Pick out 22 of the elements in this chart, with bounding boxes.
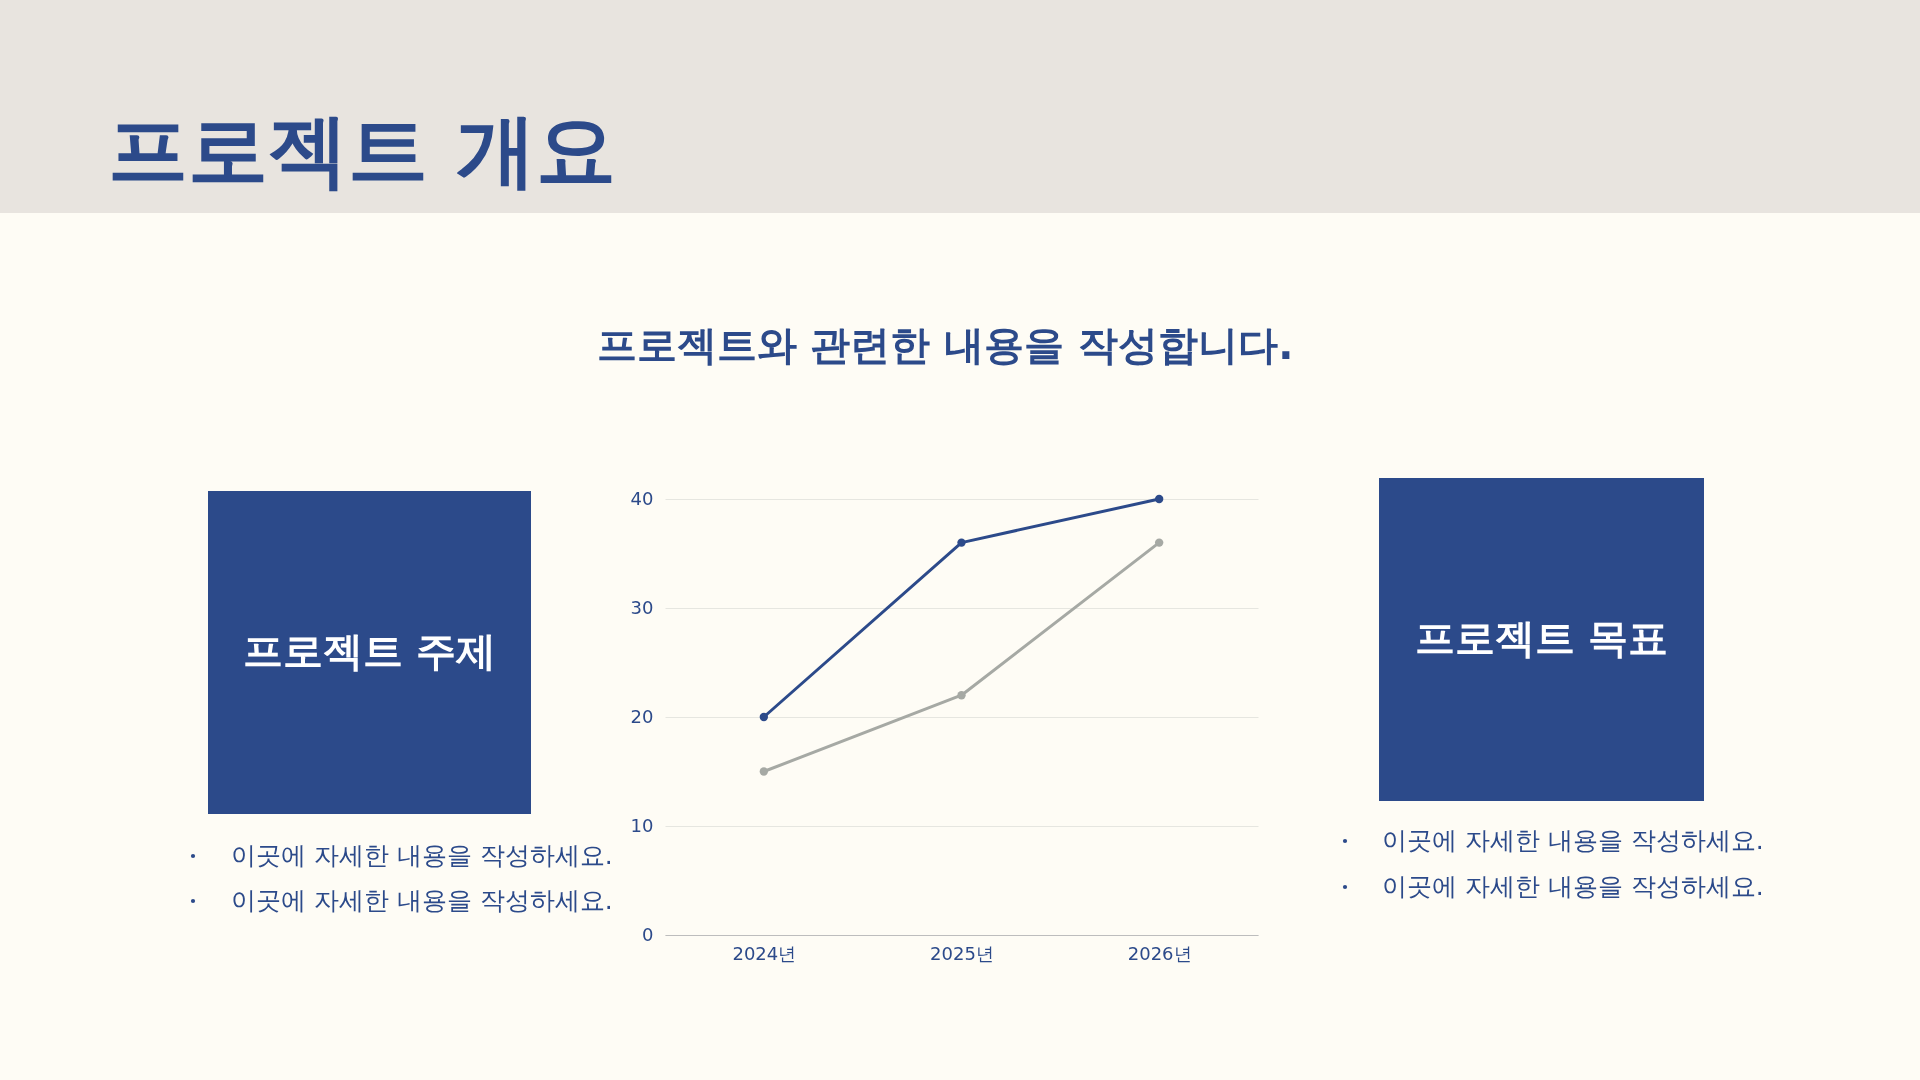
point [759, 712, 769, 722]
text: 프로젝트 개요 [108, 104, 616, 197]
point [1154, 494, 1164, 504]
text: 이곳에 자세한 내용을 작성하세요. [1382, 826, 1764, 855]
y-tick-label: 40 [630, 487, 654, 509]
x-tick-label: 2026년 [1127, 942, 1192, 964]
point [957, 691, 966, 700]
point [957, 538, 966, 547]
y-tick-label: 20 [630, 705, 654, 727]
text: 이곳에 자세한 내용을 작성하세요. [231, 886, 613, 915]
point [1154, 538, 1164, 547]
y-tick-label: 10 [630, 814, 654, 836]
y-tick-label: 0 [642, 923, 654, 945]
text: 이곳에 자세한 내용을 작성하세요. [231, 841, 613, 870]
text: 프로젝트 목표 [1414, 614, 1669, 661]
text: 프로젝트 주제 [242, 627, 497, 674]
y-tick-label: 30 [630, 596, 654, 618]
x-tick-label: 2024년 [732, 942, 797, 964]
point [759, 767, 769, 776]
text: 이곳에 자세한 내용을 작성하세요. [1382, 872, 1764, 901]
x-tick-label: 2025년 [930, 942, 994, 964]
text: 프로젝트와 관련한 내용을 작성합니다. [596, 322, 1294, 368]
